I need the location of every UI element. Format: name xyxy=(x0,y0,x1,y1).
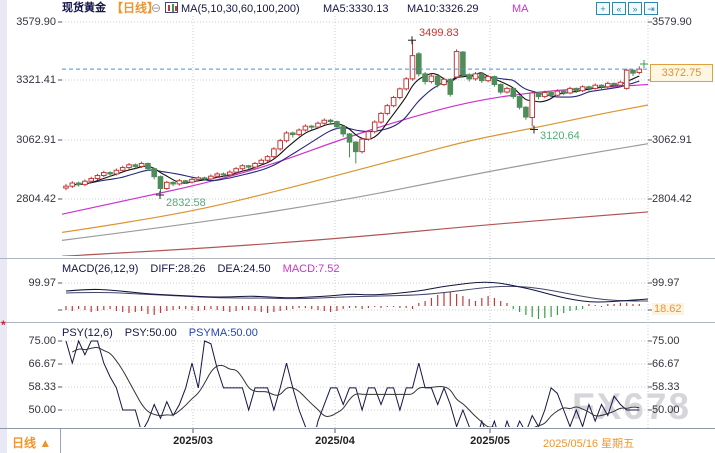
time-axis-month: 2025/04 xyxy=(315,435,355,447)
high-price-annotation: 3499.83 xyxy=(419,27,459,39)
price-axis-label-right: 3579.90 xyxy=(652,16,692,28)
time-axis-month: 2025/05 xyxy=(470,435,510,447)
low-price-annotation: 2832.58 xyxy=(166,197,206,209)
macd-dea-value: DEA:24.50 xyxy=(217,263,271,275)
macd-current-value-label: 18.62 xyxy=(652,303,684,315)
chart-toolbar: + « » ⇥ xyxy=(596,2,658,15)
axis-bar-divider xyxy=(60,429,61,453)
candlestick-chart-icon xyxy=(165,2,178,13)
scroll-to-end-icon[interactable]: ⇥ xyxy=(644,2,658,15)
price-axis-label-left: 3321.41 xyxy=(16,74,56,86)
current-price-badge: 3372.75 xyxy=(650,64,713,82)
left-edge-strip xyxy=(0,0,7,453)
macd-name: MACD(26,12,9) xyxy=(62,263,139,275)
ma-settings-label: MA(5,10,30,60,100,200) xyxy=(181,3,300,15)
period-label: 【日线】 xyxy=(111,1,160,15)
psy-header: PSY(12,6) PSY:50.00 PSYMA:50.00 xyxy=(62,327,258,340)
panel-handle-icon[interactable]: * xyxy=(1,318,6,332)
psy-axis-label-right: 75.00 xyxy=(652,335,680,347)
psy-axis-label-right: 58.33 xyxy=(652,381,680,393)
psyma-value: PSYMA:50.00 xyxy=(188,327,258,339)
period-selector[interactable]: 日线 ▲ xyxy=(12,436,52,450)
macd-axis-label-right: 99.97 xyxy=(652,277,680,289)
psy-axis-label-left: 58.33 xyxy=(28,381,56,393)
ma30-value-truncated: MA xyxy=(512,3,529,15)
price-axis-label-right: 2804.42 xyxy=(652,193,692,205)
symbol-title: 现货黄金 xyxy=(62,2,106,14)
ma5-value: MA5:3330.13 xyxy=(323,3,389,15)
macd-axis-label-left: 99.97 xyxy=(28,277,56,289)
zoom-out-time-icon[interactable]: « xyxy=(612,2,626,15)
price-axis-label-left: 3579.90 xyxy=(16,16,56,28)
watermark: FX678 xyxy=(572,386,692,427)
macd-diff-value: DIFF:28.26 xyxy=(150,263,206,275)
crosshair-icon[interactable]: + xyxy=(596,2,610,15)
price-axis-label-right: 3062.91 xyxy=(652,134,692,146)
macd-macd-value: MACD:7.52 xyxy=(282,263,340,275)
psy-axis-label-right: 66.67 xyxy=(652,358,680,370)
psy-axis-label-left: 66.67 xyxy=(28,358,56,370)
ma10-value: MA10:3326.29 xyxy=(407,3,479,15)
zoom-in-time-icon[interactable]: » xyxy=(628,2,642,15)
psy-name: PSY(12,6) xyxy=(62,327,113,339)
psy-axis-label-left: 50.00 xyxy=(28,404,56,416)
price-axis-label-left: 3062.91 xyxy=(16,134,56,146)
time-axis-bar: 日线 ▲ 2025/03 2025/04 2025/05 2025/05/16 … xyxy=(0,428,715,453)
psy-axis-label-left: 75.00 xyxy=(28,335,56,347)
collapse-icon[interactable]: ⊖ xyxy=(151,1,162,15)
price-axis-label-left: 2804.42 xyxy=(16,193,56,205)
cursor-date-label: 2025/05/16 星期五 xyxy=(543,438,635,450)
low-price-annotation: 3120.64 xyxy=(540,130,580,142)
psy-axis-label-right: 50.00 xyxy=(652,404,680,416)
chevron-up-icon: ▲ xyxy=(39,436,52,450)
macd-header: MACD(26,12,9) DIFF:28.26 DEA:24.50 MACD:… xyxy=(62,263,340,276)
time-axis-month: 2025/03 xyxy=(173,435,213,447)
psy-value: PSY:50.00 xyxy=(124,327,177,339)
